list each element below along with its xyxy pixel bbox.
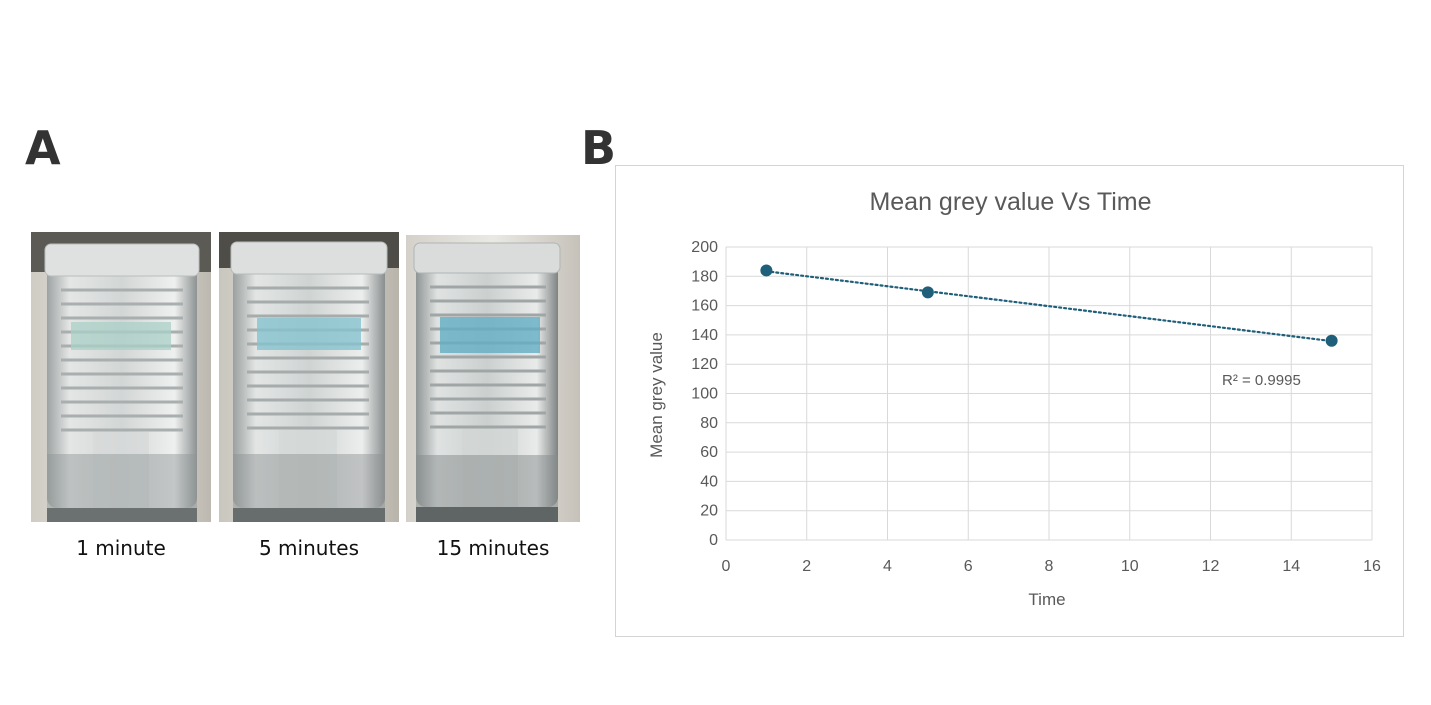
chart-trendline-layer — [765, 270, 1333, 343]
x-tick-label-4: 4 — [883, 558, 892, 575]
data-point-2 — [921, 286, 934, 299]
data-point-1 — [760, 264, 773, 277]
y-tick-label-0: 0 — [709, 532, 718, 549]
y-tick-label-100: 100 — [691, 386, 718, 403]
trendline — [765, 270, 1333, 343]
photo-caption-3: 15 minutes — [436, 536, 550, 560]
photo-caption-1: 1 minute — [76, 536, 166, 560]
panel-b-label: B — [581, 121, 617, 175]
x-tick-label-6: 6 — [964, 558, 973, 575]
y-tick-label-180: 180 — [691, 268, 718, 285]
data-point-3 — [1325, 334, 1338, 347]
x-tick-label-2: 2 — [802, 558, 811, 575]
y-tick-label-200: 200 — [691, 239, 718, 256]
chart-tick-labels: 0 20 40 60 80 100 120 140 160 180 200 0 2 4 6 8 10 12 14 16 — [691, 239, 1381, 575]
vial-photo-1-minute — [31, 232, 211, 522]
chart-grid — [725, 246, 1373, 541]
y-tick-label-20: 20 — [700, 503, 718, 520]
chart-panel: Mean grey value Vs Time 0 20 40 60 80 100 120 1… — [615, 165, 1404, 637]
chart-points — [760, 264, 1338, 347]
y-tick-label-80: 80 — [700, 415, 718, 432]
vial-photo-5-minutes — [219, 232, 399, 522]
chart-canvas: Mean grey value Vs Time 0204060801001201… — [647, 188, 1381, 609]
x-tick-label-8: 8 — [1045, 558, 1054, 575]
y-axis-label: Mean grey value — [647, 332, 666, 458]
r-squared-annotation: R² = 0.9995 — [1222, 372, 1301, 389]
y-tick-label-140: 140 — [691, 327, 718, 344]
y-tick-label-160: 160 — [691, 298, 718, 315]
y-tick-label-120: 120 — [691, 356, 718, 373]
x-tick-label-10: 10 — [1121, 558, 1139, 575]
x-tick-label-14: 14 — [1282, 558, 1300, 575]
x-tick-label-16: 16 — [1363, 558, 1381, 575]
vial-photo-15-minutes — [406, 235, 580, 522]
x-tick-label-12: 12 — [1202, 558, 1220, 575]
chart-title: Mean grey value Vs Time — [869, 188, 1151, 216]
y-tick-label-40: 40 — [700, 473, 718, 490]
x-tick-label-0: 0 — [722, 558, 731, 575]
panel-a-label: A — [25, 121, 61, 175]
x-axis-label: Time — [1028, 590, 1065, 609]
y-tick-label-60: 60 — [700, 444, 718, 461]
photo-caption-2: 5 minutes — [258, 536, 360, 560]
